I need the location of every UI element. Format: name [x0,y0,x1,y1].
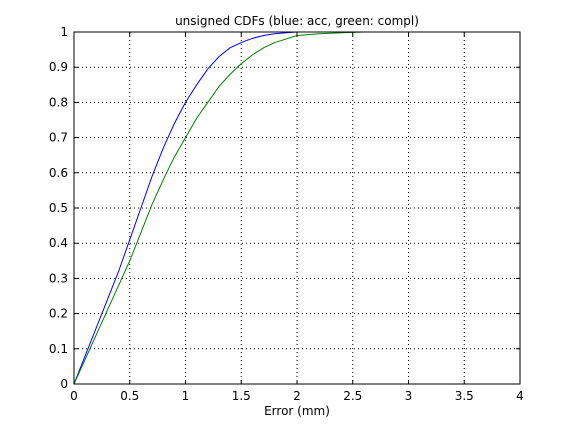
x-tick-label: 3.5 [455,389,474,403]
grid [74,32,520,384]
x-tick-label: 3 [405,389,413,403]
y-tick-label: 0.6 [49,166,68,180]
y-tick-label: 0 [60,377,68,391]
y-tick-label: 0.4 [49,236,68,250]
axis-ticks [73,31,521,385]
y-tick-label: 0.3 [49,271,68,285]
x-tick-label: 4 [516,389,524,403]
x-tick-label: 1 [182,389,190,403]
y-axis-tick-labels: 0 0.1 0.2 0.3 0.4 0.5 0.6 0.7 0.8 0.9 1 [49,25,68,391]
x-axis-label: Error (mm) [264,404,330,418]
y-tick-label: 0.2 [49,307,68,321]
x-axis-tick-labels: 0 0.5 1 1.5 2 2.5 3 3.5 4 [70,389,524,403]
y-tick-label: 1 [60,25,68,39]
chart-title: unsigned CDFs (blue: acc, green: compl) [175,14,419,28]
x-tick-label: 2.5 [343,389,362,403]
y-tick-label: 0.8 [49,95,68,109]
y-tick-label: 0.5 [49,201,68,215]
green-cdf-line [73,31,520,385]
y-tick-label: 0.7 [49,131,68,145]
x-tick-label: 0.5 [120,389,139,403]
x-tick-label: 2 [293,389,301,403]
x-tick-label: 0 [70,389,78,403]
x-tick-label: 1.5 [232,389,251,403]
y-tick-label: 0.1 [49,342,68,356]
y-tick-label: 0.9 [49,60,68,74]
